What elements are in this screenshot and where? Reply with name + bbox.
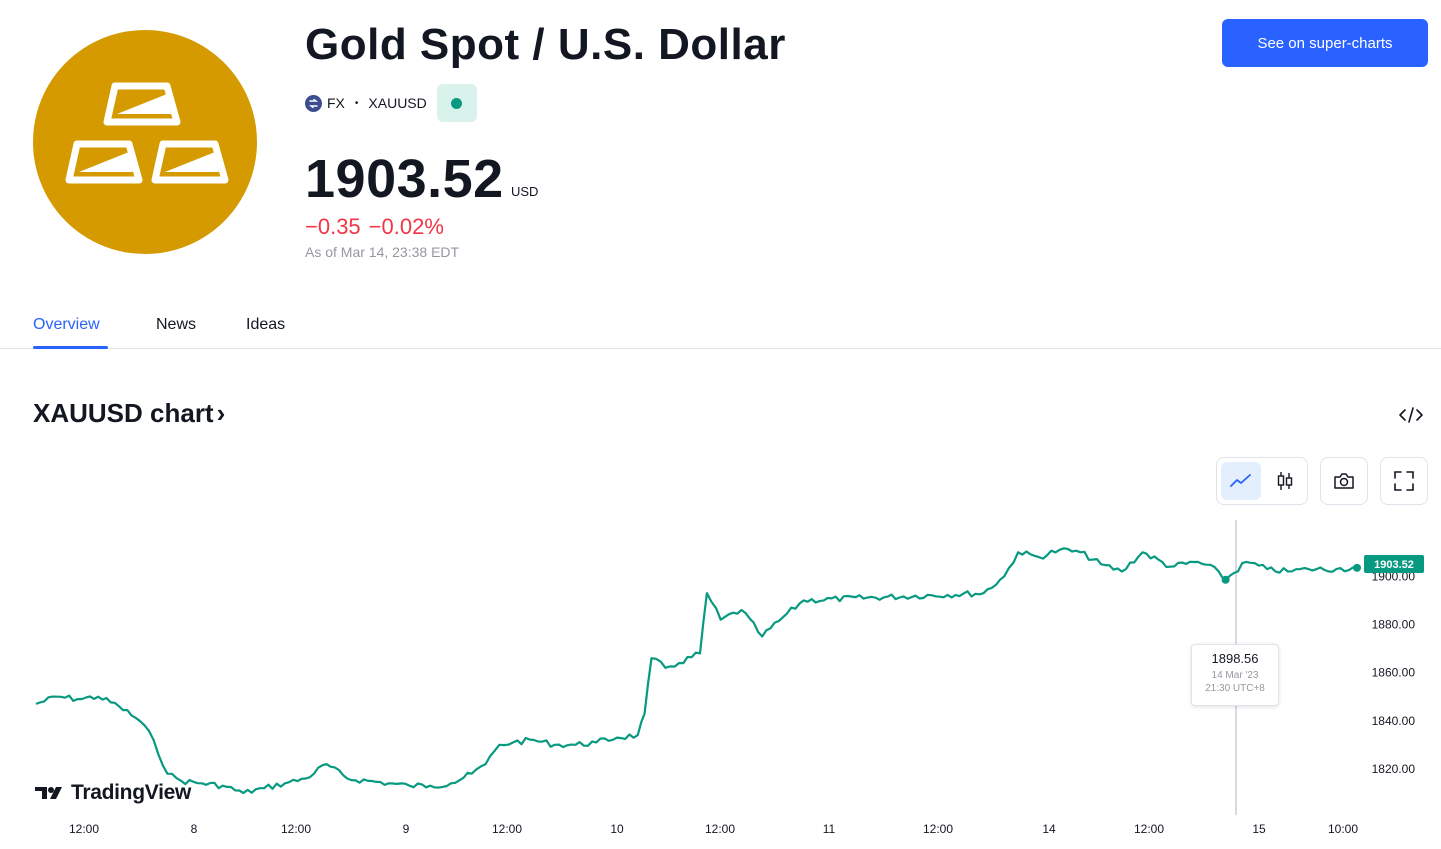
- fullscreen-button[interactable]: [1384, 462, 1424, 500]
- tab-news[interactable]: News: [156, 316, 197, 333]
- embed-code-icon[interactable]: [1396, 402, 1426, 428]
- svg-text:1903.52: 1903.52: [1374, 559, 1414, 571]
- gold-logo: [33, 30, 257, 254]
- chart-heading-text: XAUUSD chart: [33, 398, 214, 428]
- gold-bars-icon: [65, 82, 229, 184]
- active-tab-indicator: [33, 346, 108, 349]
- candles-icon: [1277, 472, 1293, 490]
- y-tick-label: 1860.00: [1372, 666, 1416, 680]
- snapshot-button[interactable]: [1324, 462, 1364, 500]
- symbol-label: XAUUSD: [368, 95, 427, 111]
- line-chart-button[interactable]: [1221, 462, 1261, 500]
- x-tick-label: 12:00: [281, 822, 311, 836]
- page-title: Gold Spot / U.S. Dollar: [305, 20, 786, 69]
- fullscreen-icon: [1394, 471, 1414, 491]
- tradingview-logo[interactable]: TradingView: [35, 781, 191, 805]
- change-absolute: −0.35: [305, 214, 361, 239]
- chart-style-toggle: [1216, 457, 1308, 505]
- fx-exchange-icon: [305, 94, 322, 112]
- x-tick-label: 14: [1042, 822, 1056, 836]
- x-tick-label: 11: [823, 822, 836, 836]
- x-tick-label: 12:00: [923, 822, 953, 836]
- camera-icon: [1334, 473, 1354, 489]
- as-of-timestamp: As of Mar 14, 23:38 EDT: [305, 244, 460, 260]
- chevron-right-icon: ›: [216, 398, 226, 428]
- exchange-label[interactable]: FX: [327, 95, 345, 111]
- price-change: −0.35 −0.02%: [305, 214, 444, 240]
- change-percent: −0.02%: [368, 214, 444, 239]
- tooltip-value: 1898.56: [1211, 651, 1259, 666]
- x-tick-label: 10: [610, 822, 624, 836]
- fullscreen-group: [1380, 457, 1428, 505]
- x-tick-label: 12:00: [492, 822, 522, 836]
- x-tick-label: 10:00: [1328, 822, 1358, 836]
- last-price-marker: [1353, 563, 1361, 572]
- line-chart-icon: [1230, 474, 1251, 487]
- snapshot-group: [1320, 457, 1368, 505]
- price-currency: USD: [511, 184, 539, 199]
- hover-point-marker: [1221, 575, 1230, 584]
- tooltip-date: 14 Mar '23: [1211, 670, 1259, 681]
- x-axis: 12:00 8 12:00 9 12:00 10 12:00 11 12:00 14 12:00 15…: [69, 822, 1358, 836]
- x-tick-label: 12:00: [1134, 822, 1164, 836]
- y-tick-label: 1840.00: [1372, 714, 1416, 728]
- price-line-series: [35, 547, 1358, 795]
- market-open-dot-icon: [451, 97, 463, 109]
- tab-ideas[interactable]: Ideas: [246, 316, 286, 333]
- tooltip-time: 21:30 UTC+8: [1205, 683, 1265, 694]
- tab-overview[interactable]: Overview: [33, 316, 100, 333]
- separator-dot: •: [354, 97, 359, 109]
- candles-chart-button[interactable]: [1265, 462, 1305, 500]
- symbol-meta: FX • XAUUSD: [305, 84, 477, 122]
- tab-bar: Overview News Ideas: [0, 300, 1441, 349]
- last-price: 1903.52: [305, 149, 504, 209]
- price-tooltip: 1898.56 14 Mar '23 21:30 UTC+8: [1191, 644, 1279, 706]
- x-tick-label: 9: [403, 822, 410, 836]
- see-on-super-charts-button[interactable]: See on super-charts: [1222, 19, 1428, 67]
- y-tick-label: 1820.00: [1372, 762, 1416, 776]
- x-tick-label: 12:00: [705, 822, 735, 836]
- last-price-label: 1903.52: [1364, 555, 1424, 573]
- x-tick-label: 8: [191, 822, 198, 836]
- brand-name: TradingView: [71, 781, 192, 804]
- market-status-badge[interactable]: [436, 84, 477, 122]
- x-tick-label: 12:00: [69, 822, 99, 836]
- x-tick-label: 15: [1252, 822, 1266, 836]
- y-tick-label: 1880.00: [1372, 617, 1416, 631]
- chart-heading-link[interactable]: XAUUSD chart ›: [33, 398, 225, 429]
- tradingview-icon: [35, 787, 62, 799]
